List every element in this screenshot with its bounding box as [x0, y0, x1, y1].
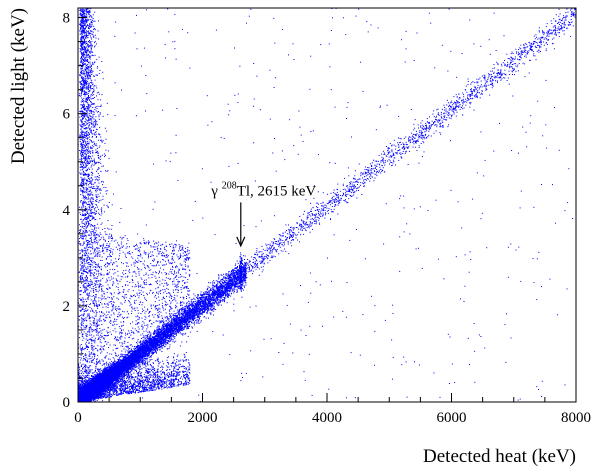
data-point: [95, 374, 96, 376]
data-point: [94, 400, 96, 402]
data-point: [127, 353, 128, 355]
data-point: [122, 354, 124, 356]
scatter-points: [77, 7, 576, 403]
data-point: [112, 384, 114, 386]
data-point: [91, 380, 93, 382]
data-point: [104, 393, 106, 395]
data-point: [88, 379, 90, 381]
data-point: [95, 370, 96, 371]
data-point: [104, 366, 106, 368]
data-point: [93, 375, 95, 377]
data-point: [93, 400, 95, 401]
data-point: [109, 365, 111, 367]
data-point: [107, 363, 109, 365]
data-point: [88, 380, 90, 382]
data-point: [104, 393, 105, 395]
data-point: [103, 371, 105, 373]
data-point: [91, 399, 93, 401]
data-point: [91, 397, 93, 399]
